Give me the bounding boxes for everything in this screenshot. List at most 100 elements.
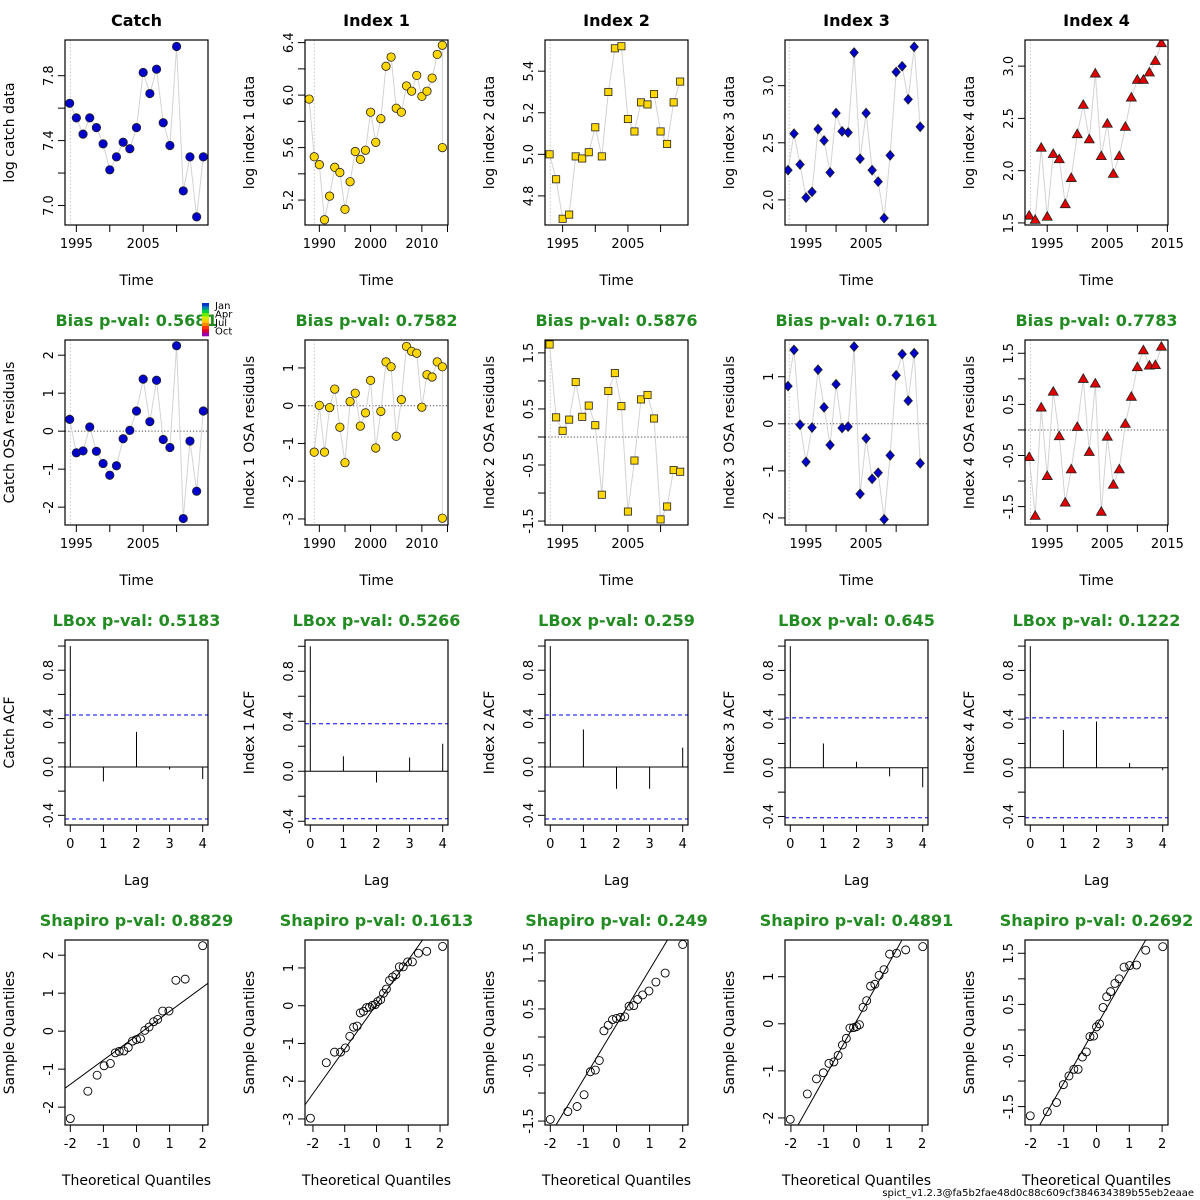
plot-content [545, 40, 685, 225]
qq-point [92, 1070, 102, 1080]
y-tick-label: 0.4 [1002, 709, 1017, 730]
qq-point [1110, 978, 1120, 988]
data-point [91, 123, 102, 133]
data-point [1107, 167, 1120, 178]
data-point [71, 113, 81, 123]
x-axis-label: Lag [124, 873, 149, 889]
panel-title: Bias p-val: 0.7582 [295, 311, 457, 330]
x-tick-label: 3 [405, 837, 413, 852]
y-tick-label: 1 [762, 973, 777, 981]
season-legend-swatch [202, 312, 209, 317]
x-tick-label: 4 [439, 837, 447, 852]
y-tick-label: 0 [762, 420, 777, 428]
data-point [85, 113, 95, 123]
plot-frame [544, 339, 689, 526]
x-tick-label: 2010 [405, 537, 438, 552]
qq-point [901, 945, 911, 955]
qq-point [381, 984, 391, 994]
qq-point [349, 1022, 359, 1032]
data-point [105, 165, 115, 175]
x-axis-label: Theoretical Quantiles [1021, 1173, 1171, 1189]
season-legend-swatch [202, 326, 209, 330]
plot-frame [784, 339, 929, 526]
x-tick-label: 2 [612, 837, 620, 852]
data-point [1025, 451, 1035, 462]
data-point [1119, 418, 1132, 428]
y-axis-label: Index 1 OSA residuals [242, 356, 258, 509]
panel-title: Index 2 [583, 11, 650, 30]
data-point [78, 446, 88, 456]
x-tick-label: 1995 [60, 237, 93, 252]
x-tick-label: 2005 [611, 537, 644, 552]
data-point [879, 513, 889, 525]
x-tick-label: 0 [372, 1137, 380, 1152]
panel-r2-c2: LBox p-val: 0.259 0 1 2 3 4 -0.4 0.0 0.4 0.8 Lag In… [482, 611, 695, 889]
data-point [1053, 153, 1065, 164]
data-point [91, 446, 102, 456]
data-point [623, 114, 632, 123]
data-point [125, 144, 135, 154]
qq-point [1158, 942, 1168, 952]
panel-r0-c4: Index 4 1995 2005 2015 1.5 2.0 2.5 3.0 Time log i… [962, 11, 1184, 289]
panel-r0-c0: Catch 1995 2005 7.0 7.4 7.8 Time log catch data [2, 11, 209, 289]
data-point [396, 107, 406, 117]
x-tick-label: 2 [1158, 1137, 1166, 1152]
data-point [897, 60, 907, 72]
panel-title: LBox p-val: 0.5266 [293, 611, 461, 630]
data-point [669, 98, 678, 107]
data-point [427, 73, 437, 83]
data-point [412, 70, 422, 81]
y-tick-label: 2.0 [762, 190, 777, 211]
data-point [597, 152, 606, 161]
x-tick-label: 1 [1125, 1137, 1133, 1152]
data-point [879, 212, 889, 224]
qq-point [83, 1086, 93, 1096]
qq-point [633, 994, 643, 1004]
data-point [656, 127, 665, 136]
qq-point [1069, 1064, 1079, 1074]
y-tick-label: -0.4 [762, 804, 777, 829]
qq-point [1125, 961, 1135, 971]
data-point [789, 128, 799, 140]
data-point [1059, 496, 1071, 507]
qq-point [862, 996, 872, 1006]
data-point [617, 402, 626, 411]
qq-point [110, 1048, 120, 1058]
x-axis-label: Theoretical Quantiles [541, 1173, 691, 1189]
panel-r3-c4: Shapiro p-val: 0.2692 -2 -1 0 1 2 -1.5 -0.5 0.5 1… [962, 911, 1194, 1189]
x-tick-label: -1 [97, 1137, 110, 1152]
plot-frame [64, 339, 209, 526]
qq-point [638, 990, 648, 1000]
data-point [807, 186, 817, 198]
x-tick-label: -1 [577, 1137, 590, 1152]
data-point [545, 150, 554, 159]
qq-point [132, 1035, 141, 1044]
qq-point [1025, 1111, 1035, 1121]
data-point [319, 447, 330, 457]
y-tick-label: 7.4 [42, 130, 57, 151]
qq-point [1114, 974, 1124, 984]
data-point [597, 490, 606, 499]
data-point [584, 148, 593, 157]
qq-reference-line [797, 940, 903, 1125]
y-tick-label: 5.2 [282, 190, 297, 211]
data-point [65, 414, 75, 424]
y-axis-label: log catch data [2, 82, 18, 182]
qq-point [362, 1003, 372, 1013]
qq-point [1106, 987, 1116, 997]
qq-point [388, 972, 398, 982]
qq-point [403, 957, 413, 967]
y-tick-label: -2 [282, 475, 297, 488]
data-point [1035, 141, 1047, 152]
y-axis-label: Index 1 ACF [242, 691, 258, 775]
x-tick-label: -2 [306, 1137, 319, 1152]
data-point [676, 77, 685, 86]
qq-point [845, 1023, 855, 1033]
qq-point [1042, 1107, 1052, 1117]
y-tick-label: 3.0 [762, 75, 777, 96]
season-legend-swatch [202, 319, 209, 324]
qq-point [407, 957, 417, 967]
plot-frame [1024, 339, 1169, 526]
data-point [165, 442, 175, 453]
panel-title: Shapiro p-val: 0.2692 [1000, 911, 1194, 930]
